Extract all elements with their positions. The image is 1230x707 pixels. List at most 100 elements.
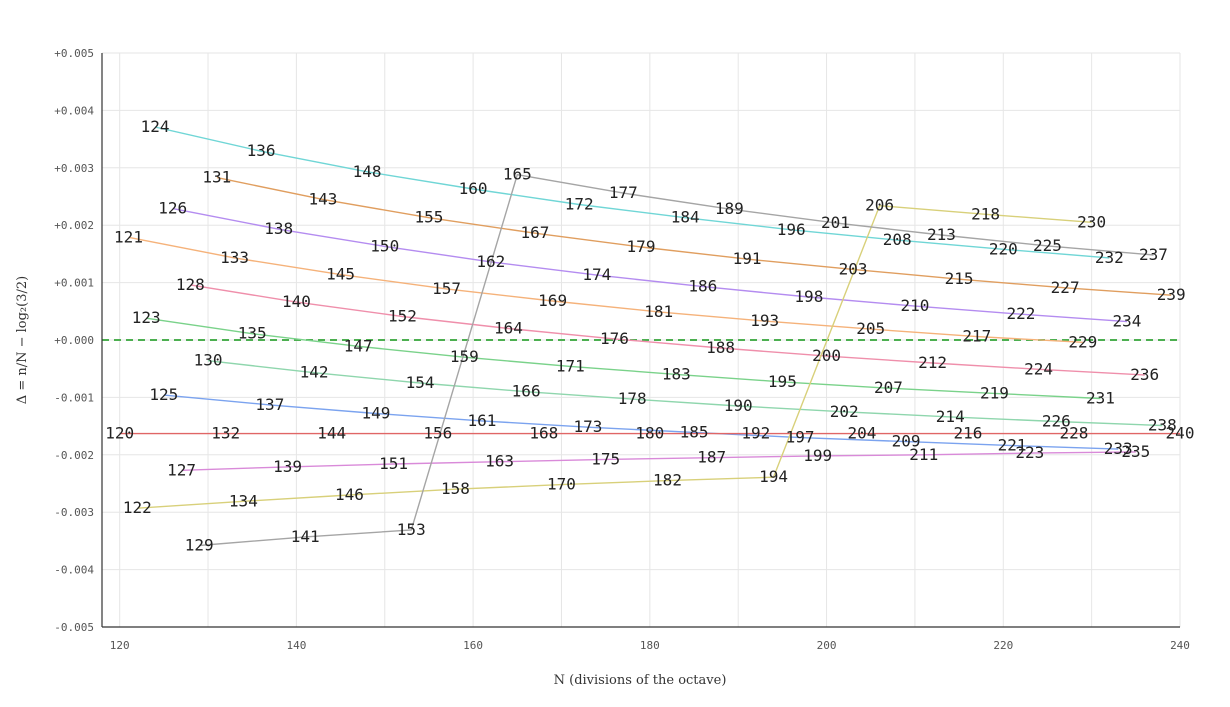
series-line-11 (137, 205, 881, 509)
point-label: 167 (521, 223, 550, 242)
point-label: 122 (123, 498, 152, 517)
point-label: 237 (1139, 245, 1168, 264)
point-label: 226 (1042, 412, 1071, 431)
point-label: 153 (397, 520, 426, 539)
point-label: 174 (582, 265, 611, 284)
point-label: 224 (1024, 359, 1053, 378)
y-tick-label: -0.001 (54, 391, 94, 404)
point-label: 149 (361, 403, 390, 422)
point-label: 161 (467, 411, 496, 430)
point-label: 188 (706, 338, 735, 357)
point-label: 240 (1166, 424, 1195, 443)
point-label: 170 (547, 475, 576, 494)
point-label: 173 (574, 417, 603, 436)
point-label: 210 (900, 296, 929, 315)
point-label: 147 (344, 336, 373, 355)
point-label: 238 (1148, 416, 1177, 435)
point-label: 179 (627, 237, 656, 256)
point-label: 196 (777, 220, 806, 239)
point-label: 156 (423, 424, 452, 443)
point-label: 203 (839, 259, 868, 278)
point-label: 190 (724, 396, 753, 415)
point-label: 201 (821, 213, 850, 232)
point-label: 178 (618, 389, 647, 408)
point-label: 154 (406, 373, 435, 392)
point-label: 218 (971, 204, 1000, 223)
series-line-5 (190, 284, 1145, 376)
point-label: 191 (733, 249, 762, 268)
point-label: 176 (600, 329, 629, 348)
point-label: 150 (370, 236, 399, 255)
series-line-6 (146, 317, 1101, 400)
point-label: 239 (1157, 285, 1186, 304)
point-label: 142 (300, 363, 329, 382)
point-label: 126 (158, 199, 187, 218)
series-line-1 (154, 126, 1110, 259)
point-label: 163 (485, 452, 514, 471)
point-label: 121 (114, 227, 143, 246)
y-tick-label: +0.003 (54, 162, 94, 175)
point-label: 219 (980, 383, 1009, 402)
grid-layer (102, 52, 1181, 628)
point-label: 211 (909, 445, 938, 464)
point-label-layer: 124 136 148 160 172 184 196 208 220 232 131 143 155 1… (105, 117, 1194, 554)
point-label: 138 (264, 219, 293, 238)
point-label: 229 (1068, 332, 1097, 351)
point-label: 232 (1095, 248, 1124, 267)
y-tick-label: -0.005 (54, 621, 94, 634)
point-label: 143 (308, 189, 337, 208)
point-label: 192 (741, 424, 770, 443)
point-label: 194 (759, 467, 788, 486)
point-label: 225 (1033, 236, 1062, 255)
point-label: 148 (353, 162, 382, 181)
point-label: 131 (202, 168, 231, 187)
point-label: 193 (750, 311, 779, 330)
point-label: 132 (211, 424, 240, 443)
point-label: 130 (194, 351, 223, 370)
x-tick-label: 140 (286, 639, 306, 652)
point-label: 202 (830, 402, 859, 421)
point-label: 162 (476, 252, 505, 271)
y-tick-label: -0.003 (54, 506, 94, 519)
x-tick-label: 180 (640, 639, 660, 652)
point-label: 145 (326, 265, 355, 284)
point-label: 128 (176, 275, 205, 294)
point-label: 215 (945, 269, 974, 288)
point-label: 184 (671, 208, 700, 227)
point-label: 206 (865, 196, 894, 215)
y-tick-label: -0.004 (54, 564, 94, 577)
point-label: 158 (441, 479, 470, 498)
point-label: 235 (1121, 442, 1150, 461)
point-label: 199 (803, 446, 832, 465)
point-label: 223 (1015, 443, 1044, 462)
y-tick-label: +0.002 (54, 219, 94, 232)
point-label: 195 (768, 372, 797, 391)
x-axis-title: N (divisions of the octave) (554, 673, 727, 688)
point-label: 134 (229, 491, 258, 510)
point-label: 146 (335, 485, 364, 504)
point-label: 222 (1006, 304, 1035, 323)
point-label: 124 (141, 117, 170, 136)
point-label: 185 (680, 422, 709, 441)
point-label: 236 (1130, 365, 1159, 384)
point-label: 228 (1060, 424, 1089, 443)
point-label: 221 (998, 436, 1027, 455)
point-label: 151 (379, 454, 408, 473)
y-axis-title: Δ = n/N − log₂(3/2) (15, 276, 30, 404)
x-tick-label: 240 (1170, 639, 1190, 652)
point-label: 157 (432, 279, 461, 298)
series-line-2 (216, 176, 1172, 296)
point-label: 166 (512, 382, 541, 401)
series-line-13 (199, 173, 1154, 547)
point-label: 152 (388, 306, 417, 325)
point-label: 180 (635, 424, 664, 443)
point-label: 207 (874, 378, 903, 397)
point-label: 129 (185, 535, 214, 554)
point-label: 140 (282, 292, 311, 311)
series-layer (119, 126, 1180, 547)
series-line-4 (128, 236, 1083, 343)
y-tick-label: +0.000 (54, 334, 94, 347)
axis-layer: +0.005 +0.004 +0.003 +0.002 +0.001 +0.000 -0.0… (54, 47, 1190, 652)
point-label: 141 (291, 527, 320, 546)
point-label: 216 (953, 424, 982, 443)
